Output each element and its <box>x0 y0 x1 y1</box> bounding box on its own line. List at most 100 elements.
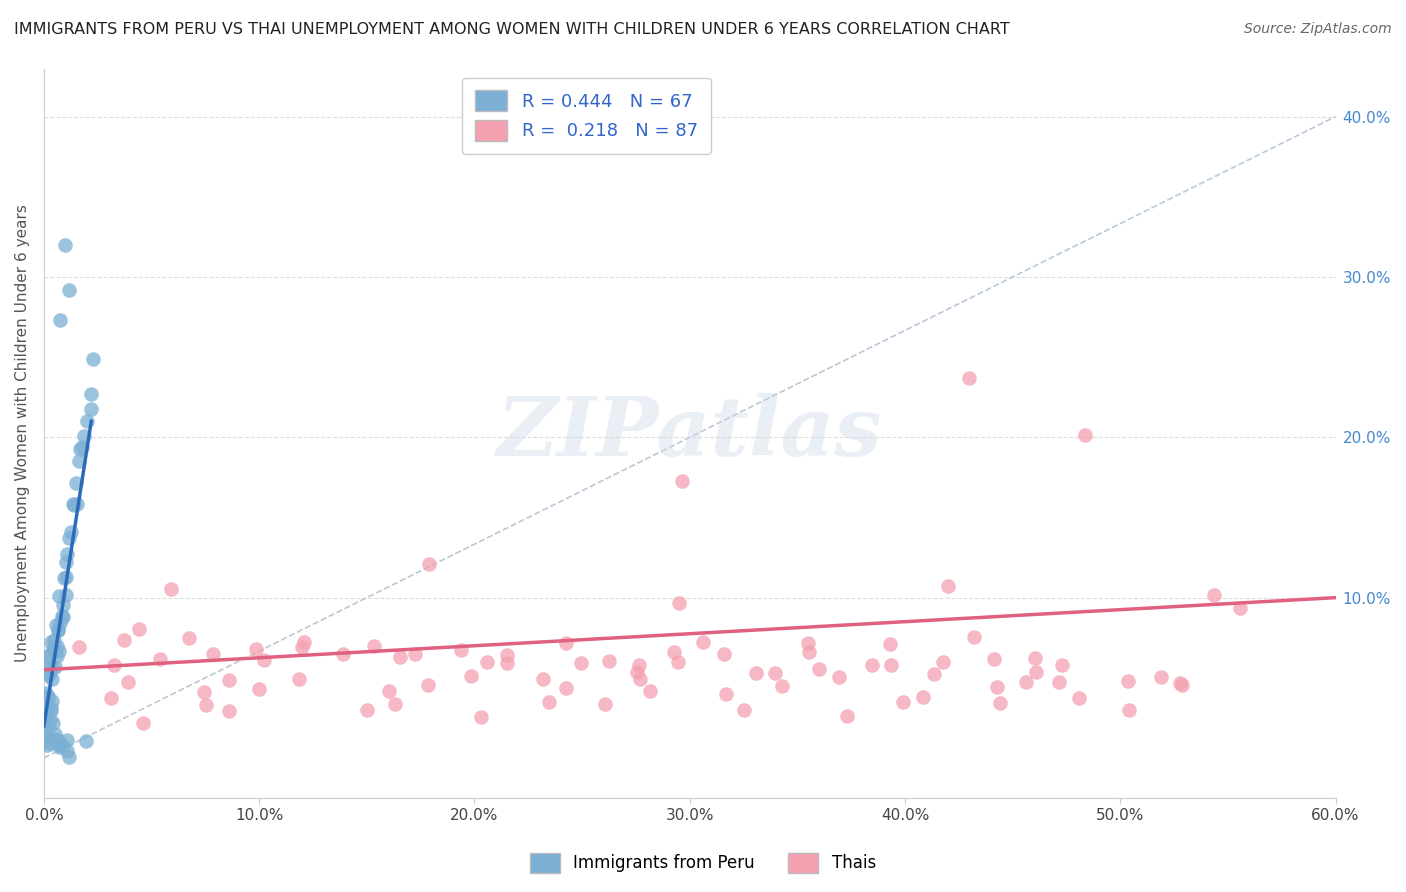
Immigrants from Peru <box>37 718 59 732</box>
Immigrants from Peru <box>48 615 70 630</box>
Thais <box>936 578 959 592</box>
Thais <box>733 703 755 717</box>
Immigrants from Peru <box>66 497 89 511</box>
Thais <box>159 582 181 596</box>
Thais <box>195 698 218 713</box>
Immigrants from Peru <box>62 497 84 511</box>
Thais <box>911 690 934 704</box>
Immigrants from Peru <box>39 701 62 715</box>
Thais <box>1052 658 1074 673</box>
Thais <box>202 648 225 662</box>
Immigrants from Peru <box>37 668 59 682</box>
Thais <box>593 697 616 711</box>
Immigrants from Peru <box>49 738 72 752</box>
Immigrants from Peru <box>55 733 77 747</box>
Immigrants from Peru <box>58 283 80 297</box>
Immigrants from Peru <box>49 312 72 326</box>
Thais <box>294 635 316 649</box>
Immigrants from Peru <box>37 690 59 705</box>
Thais <box>796 636 818 650</box>
Thais <box>1168 676 1191 690</box>
Thais <box>828 670 851 684</box>
Immigrants from Peru <box>55 570 77 584</box>
Immigrants from Peru <box>39 713 62 727</box>
Thais <box>218 673 240 687</box>
Immigrants from Peru <box>48 589 70 603</box>
Thais <box>879 637 901 651</box>
Immigrants from Peru <box>41 673 63 687</box>
Immigrants from Peru <box>35 648 58 663</box>
Thais <box>470 710 492 724</box>
Thais <box>538 695 561 709</box>
Immigrants from Peru <box>58 749 80 764</box>
Thais <box>671 475 693 489</box>
Thais <box>988 696 1011 710</box>
Thais <box>880 658 903 673</box>
Immigrants from Peru <box>55 588 77 602</box>
Immigrants from Peru <box>42 641 65 656</box>
Immigrants from Peru <box>39 735 62 749</box>
Thais <box>245 642 267 657</box>
Thais <box>177 632 200 646</box>
Thais <box>218 704 240 718</box>
Thais <box>569 656 592 670</box>
Thais <box>332 647 354 661</box>
Thais <box>418 678 440 692</box>
Immigrants from Peru <box>48 644 70 658</box>
Thais <box>1047 675 1070 690</box>
Thais <box>763 666 786 681</box>
Immigrants from Peru <box>52 610 75 624</box>
Immigrants from Peru <box>35 725 58 739</box>
Immigrants from Peru <box>79 401 101 416</box>
Thais <box>389 650 412 665</box>
Immigrants from Peru <box>37 738 59 752</box>
Thais <box>149 652 172 666</box>
Thais <box>100 690 122 705</box>
Thais <box>418 557 440 571</box>
Thais <box>628 657 651 672</box>
Thais <box>1116 673 1139 688</box>
Immigrants from Peru <box>44 642 66 657</box>
Immigrants from Peru <box>76 414 98 428</box>
Thais <box>1025 665 1047 679</box>
Immigrants from Peru <box>67 454 90 468</box>
Thais <box>1069 691 1091 706</box>
Immigrants from Peru <box>59 525 82 540</box>
Legend: Immigrants from Peru, Thais: Immigrants from Peru, Thais <box>523 847 883 880</box>
Thais <box>745 665 768 680</box>
Immigrants from Peru <box>65 475 87 490</box>
Immigrants from Peru <box>52 739 75 753</box>
Legend: R = 0.444   N = 67, R =  0.218   N = 87: R = 0.444 N = 67, R = 0.218 N = 87 <box>463 78 710 153</box>
Thais <box>495 648 517 662</box>
Thais <box>1024 651 1046 665</box>
Immigrants from Peru <box>75 734 97 748</box>
Text: IMMIGRANTS FROM PERU VS THAI UNEMPLOYMENT AMONG WOMEN WITH CHILDREN UNDER 6 YEAR: IMMIGRANTS FROM PERU VS THAI UNEMPLOYMEN… <box>14 22 1010 37</box>
Thais <box>666 655 689 669</box>
Thais <box>288 672 311 686</box>
Immigrants from Peru <box>53 237 76 252</box>
Immigrants from Peru <box>41 659 63 673</box>
Immigrants from Peru <box>45 639 67 653</box>
Text: Source: ZipAtlas.com: Source: ZipAtlas.com <box>1244 22 1392 37</box>
Thais <box>128 622 150 636</box>
Thais <box>1118 703 1140 717</box>
Thais <box>378 683 401 698</box>
Thais <box>963 630 986 644</box>
Immigrants from Peru <box>39 665 62 680</box>
Thais <box>496 656 519 670</box>
Thais <box>797 645 820 659</box>
Text: ZIPatlas: ZIPatlas <box>496 393 883 474</box>
Thais <box>1202 588 1225 602</box>
Thais <box>1074 428 1097 442</box>
Thais <box>668 596 690 610</box>
Thais <box>626 665 648 679</box>
Immigrants from Peru <box>41 731 63 745</box>
Thais <box>555 636 578 650</box>
Thais <box>132 716 155 731</box>
Immigrants from Peru <box>51 609 73 624</box>
Thais <box>891 695 914 709</box>
Thais <box>117 674 139 689</box>
Immigrants from Peru <box>39 648 62 662</box>
Immigrants from Peru <box>35 659 58 673</box>
Immigrants from Peru <box>56 547 79 561</box>
